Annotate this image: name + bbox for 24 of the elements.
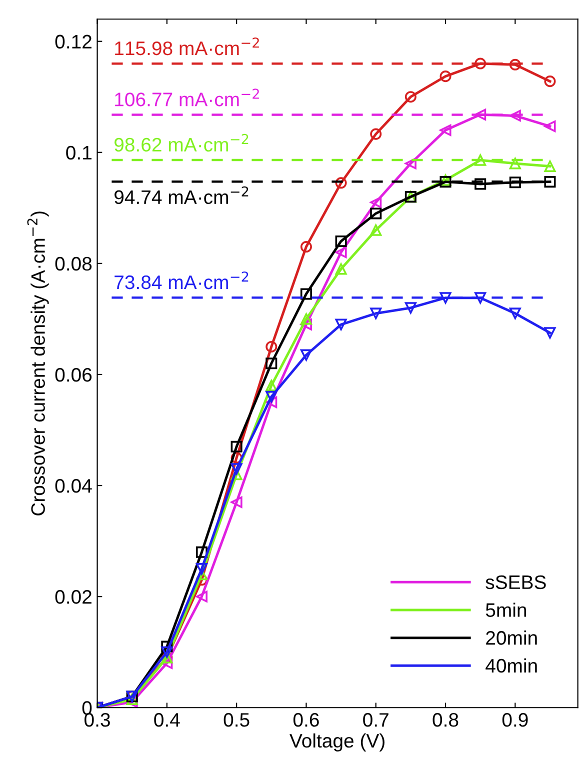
legend-label: 40min [486, 658, 537, 673]
ref-line-label: 98.62 mA·cm$^{−2}$ [114, 134, 248, 152]
y-tick-label: 0.06 [55, 368, 92, 382]
legend-label: 20min [486, 630, 537, 645]
y-axis-title: Crossover current density (A·cm$^{−2}$) [27, 212, 49, 516]
y-tick-label: 0.12 [55, 34, 92, 49]
y-tick-label: 0.02 [55, 590, 92, 604]
ref-line-label: 73.84 mA·cm$^{−2}$ [114, 271, 248, 290]
x-tick-label: 0.5 [224, 713, 250, 727]
ref-line-label: 106.77 mA·cm$^{−2}$ [115, 88, 259, 106]
x-tick-label: 0.8 [432, 713, 458, 727]
x-tick-label: 0.4 [154, 713, 180, 727]
x-tick-label: 0.7 [363, 713, 388, 727]
y-tick-label: 0.1 [66, 146, 92, 160]
ref-line-label: 94.74 mA·cm$^{−2}$ [114, 186, 248, 204]
x-tick-label: 0.3 [84, 713, 110, 727]
ref-line-label: 115.98 mA·cm$^{−2}$ [115, 37, 259, 56]
x-tick-label: 0.6 [293, 713, 319, 727]
y-tick-label: 0.08 [55, 256, 92, 271]
x-tick-label: 0.9 [502, 713, 528, 727]
x-axis-title: Voltage (V) [290, 733, 384, 752]
y-tick-label: 0.04 [55, 478, 92, 493]
legend-label: 5min [486, 602, 526, 617]
legend-label: sSEBS [486, 575, 546, 590]
